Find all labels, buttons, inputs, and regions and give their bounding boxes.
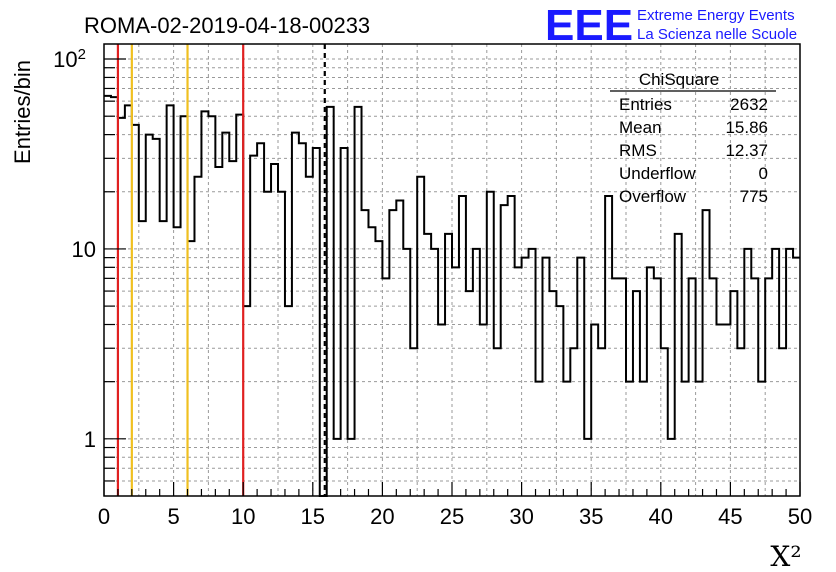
stats-label-overflow: Overflow	[619, 187, 687, 206]
y-tick-label: 102	[53, 46, 86, 72]
x-tick-label: 35	[579, 504, 603, 529]
stats-label-mean: Mean	[619, 118, 662, 137]
stats-label-underflow: Underflow	[619, 164, 696, 183]
y-tick-label: 1	[84, 427, 96, 452]
x-tick-label: 50	[788, 504, 812, 529]
histogram	[104, 94, 800, 497]
x-tick-label: 30	[509, 504, 533, 529]
x-tick-label: 10	[231, 504, 255, 529]
stats-box: ChiSquare Entries 2632 Mean 15.86 RMS 12…	[610, 70, 776, 206]
x-tick-label: 40	[649, 504, 673, 529]
eee-logo: EEE Extreme Energy Events La Scienza nel…	[545, 1, 797, 50]
stats-value-underflow: 0	[759, 164, 768, 183]
y-axis-label: Entries/bin	[10, 60, 35, 164]
chart-title: ROMA-02-2019-04-18-00233	[84, 13, 370, 38]
stats-title: ChiSquare	[639, 70, 719, 89]
x-tick-label: 25	[440, 504, 464, 529]
y-tick-label: 10	[72, 237, 96, 262]
x-tick-label: 15	[301, 504, 325, 529]
stats-value-entries: 2632	[730, 95, 768, 114]
x-tick-label: 0	[98, 504, 110, 529]
stats-label-entries: Entries	[619, 95, 672, 114]
stats-label-rms: RMS	[619, 141, 657, 160]
stats-value-mean: 15.86	[725, 118, 768, 137]
stats-value-rms: 12.37	[725, 141, 768, 160]
stats-value-overflow: 775	[740, 187, 768, 206]
x-tick-label: 20	[370, 504, 394, 529]
logo-line1: Extreme Energy Events	[637, 7, 795, 24]
logo-line2: La Scienza nelle Scuole	[637, 26, 797, 43]
x-tick-label: 5	[167, 504, 179, 529]
logo-mark: EEE	[545, 1, 633, 50]
grid	[104, 44, 800, 496]
axis-ticks: 0 5 10 15 20 25 30 35 40 45 50 1 10 102	[53, 46, 812, 529]
x-axis-label: X²	[770, 540, 801, 572]
histogram-series	[104, 94, 800, 497]
reference-lines	[116, 44, 326, 496]
x-tick-label: 45	[718, 504, 742, 529]
